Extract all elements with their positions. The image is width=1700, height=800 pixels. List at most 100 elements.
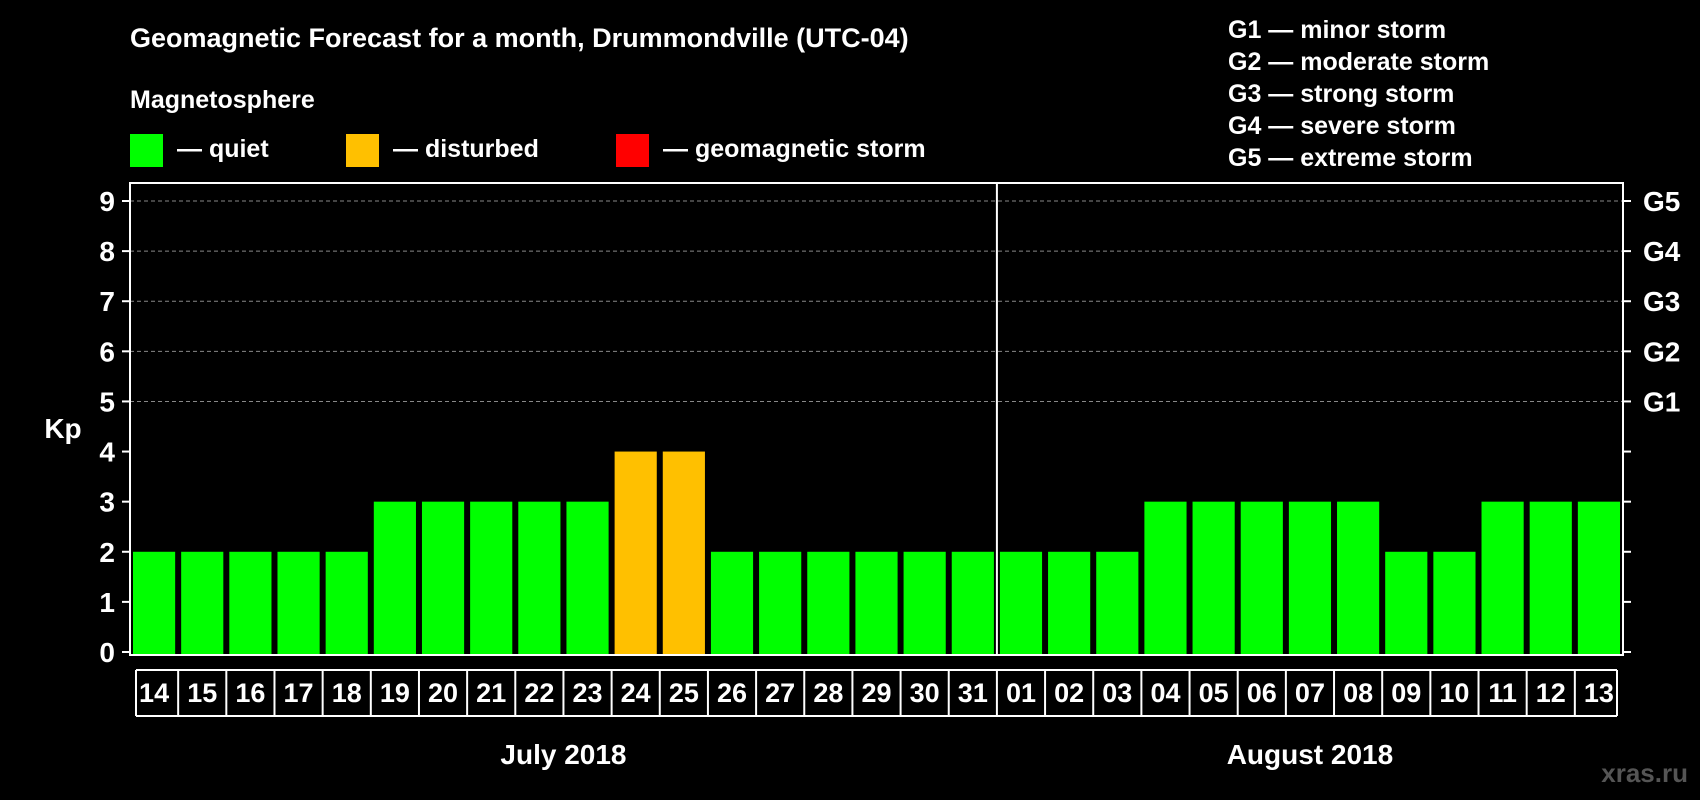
bar bbox=[614, 451, 657, 654]
x-tick-label: 27 bbox=[765, 678, 795, 708]
bar bbox=[1192, 501, 1235, 654]
bar bbox=[807, 551, 850, 654]
g-level-label: G5 bbox=[1643, 186, 1680, 217]
x-tick-label: 05 bbox=[1199, 678, 1229, 708]
bar bbox=[710, 551, 754, 654]
storm-scale-entry: G2 — moderate storm bbox=[1228, 48, 1489, 76]
bar bbox=[133, 551, 176, 654]
y-tick-label: 5 bbox=[99, 386, 115, 417]
plot-frame bbox=[129, 182, 1624, 656]
bar bbox=[1048, 551, 1091, 654]
y-tick-label: 1 bbox=[99, 587, 115, 618]
y-tick-label: 0 bbox=[99, 637, 115, 668]
grid-lines bbox=[130, 200, 1623, 402]
x-tick-label: 31 bbox=[958, 678, 988, 708]
x-tick-label: 25 bbox=[669, 678, 699, 708]
x-tick-label: 11 bbox=[1488, 678, 1517, 708]
x-tick-label: 03 bbox=[1102, 678, 1132, 708]
month-label: August 2018 bbox=[1227, 739, 1394, 770]
y-tick-label: 6 bbox=[99, 336, 115, 367]
bar bbox=[518, 501, 561, 654]
y-tick-label: 2 bbox=[99, 537, 115, 568]
x-tick-label: 26 bbox=[717, 678, 747, 708]
month-labels: July 2018 August 2018 bbox=[500, 739, 1393, 770]
x-tick-label: 06 bbox=[1247, 678, 1277, 708]
month-label: July 2018 bbox=[500, 739, 626, 770]
x-tick-label: 15 bbox=[187, 678, 217, 708]
x-tick-label: 21 bbox=[476, 678, 506, 708]
y-tick-label: 3 bbox=[99, 487, 115, 518]
x-tick-label: 12 bbox=[1536, 678, 1566, 708]
bars bbox=[133, 183, 1620, 655]
bar bbox=[229, 551, 272, 654]
bar bbox=[1577, 501, 1620, 654]
g-level-label: G3 bbox=[1643, 286, 1680, 317]
bar bbox=[470, 501, 513, 654]
bar bbox=[373, 501, 416, 654]
bar bbox=[1096, 551, 1139, 654]
storm-scale-entry: G5 — extreme storm bbox=[1228, 144, 1473, 172]
g-level-label: G4 bbox=[1643, 236, 1681, 267]
bar bbox=[999, 551, 1043, 654]
bar bbox=[1481, 501, 1524, 654]
x-tick-label: 19 bbox=[380, 678, 410, 708]
x-tick-label: 17 bbox=[284, 678, 314, 708]
chart-title: Geomagnetic Forecast for a month, Drummo… bbox=[130, 23, 909, 53]
x-tick-label: 23 bbox=[573, 678, 603, 708]
bar bbox=[325, 551, 368, 654]
x-tick-label: 16 bbox=[235, 678, 265, 708]
storm-scale-legend: G1 — minor storm G2 — moderate storm G3 — … bbox=[1228, 16, 1489, 172]
bar bbox=[951, 551, 994, 654]
y-tick-label: 7 bbox=[99, 286, 115, 317]
bar bbox=[1529, 501, 1572, 654]
legend-label: — disturbed bbox=[393, 135, 539, 163]
storm-scale-entry: G3 — strong storm bbox=[1228, 80, 1454, 108]
bar bbox=[903, 551, 946, 654]
bar bbox=[759, 551, 802, 654]
bar bbox=[1240, 501, 1283, 654]
y-axis-label: Kp bbox=[44, 413, 81, 444]
x-tick-label: 28 bbox=[813, 678, 843, 708]
y-axis: 0 1 2 3 4 5 6 7 8 9 bbox=[99, 186, 130, 668]
bar bbox=[1288, 501, 1332, 654]
x-axis: 14 15 16 17 18 19 20 21 22 23 24 25 26 27 28 29 30 31 01 02… bbox=[135, 669, 1618, 717]
bar bbox=[1144, 501, 1187, 654]
legend-swatch bbox=[130, 134, 163, 167]
bar bbox=[566, 501, 609, 654]
x-tick-label: 13 bbox=[1584, 678, 1614, 708]
legend-swatch bbox=[346, 134, 379, 167]
bar bbox=[277, 551, 320, 654]
legend-label: — geomagnetic storm bbox=[663, 135, 926, 163]
x-tick-label: 09 bbox=[1391, 678, 1421, 708]
x-tick-label: 18 bbox=[332, 678, 362, 708]
y-tick-label: 9 bbox=[99, 186, 115, 217]
legend-title: Magnetosphere bbox=[130, 86, 315, 114]
watermark-text: xras.ru bbox=[1601, 758, 1688, 788]
bar bbox=[1385, 551, 1428, 654]
y-tick-label: 8 bbox=[99, 236, 115, 267]
legend-label: — quiet bbox=[177, 135, 269, 163]
x-tick-label: 22 bbox=[524, 678, 554, 708]
x-tick-label: 07 bbox=[1295, 678, 1325, 708]
legend-swatch bbox=[616, 134, 649, 167]
x-tick-label: 24 bbox=[621, 678, 651, 708]
g-level-axis: G1 G2 G3 G4 G5 bbox=[1623, 186, 1681, 653]
g-level-label: G1 bbox=[1643, 386, 1680, 417]
bar bbox=[1433, 551, 1476, 654]
g-level-label: G2 bbox=[1643, 336, 1680, 367]
bar bbox=[662, 451, 705, 654]
legend: — quiet — disturbed — geomagnetic storm bbox=[130, 134, 926, 167]
x-tick-label: 20 bbox=[428, 678, 458, 708]
x-tick-label: 30 bbox=[910, 678, 940, 708]
bar bbox=[855, 551, 898, 654]
bar bbox=[181, 551, 224, 654]
x-tick-label: 10 bbox=[1439, 678, 1469, 708]
x-tick-label: 04 bbox=[1150, 678, 1180, 708]
x-tick-label: 02 bbox=[1054, 678, 1084, 708]
y-tick-label: 4 bbox=[99, 437, 115, 468]
x-tick-label: 29 bbox=[861, 678, 891, 708]
storm-scale-entry: G4 — severe storm bbox=[1228, 112, 1456, 140]
x-tick-label: 14 bbox=[139, 678, 169, 708]
